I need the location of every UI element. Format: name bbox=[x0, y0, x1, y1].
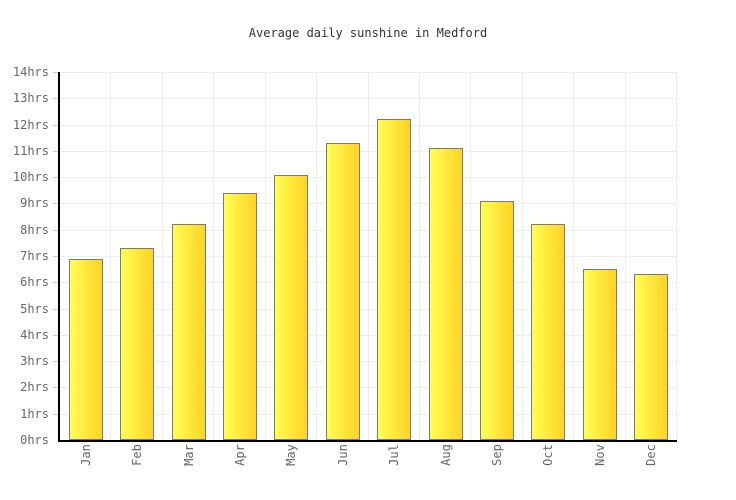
x-axis-line bbox=[58, 440, 677, 442]
y-axis-label-12hrs: 12hrs bbox=[12, 118, 49, 132]
v-gridline-7 bbox=[419, 72, 420, 440]
y-tick-9hrs bbox=[53, 203, 58, 204]
y-tick-6hrs bbox=[53, 282, 58, 283]
v-gridline-2 bbox=[162, 72, 163, 440]
v-gridline-3 bbox=[213, 72, 214, 440]
y-tick-1hrs bbox=[53, 414, 58, 415]
bar-oct bbox=[531, 224, 565, 440]
y-tick-2hrs bbox=[53, 387, 58, 388]
bar-nov bbox=[583, 269, 617, 440]
bar-feb bbox=[120, 248, 154, 440]
v-gridline-11 bbox=[625, 72, 626, 440]
y-tick-11hrs bbox=[53, 151, 58, 152]
x-axis-label-apr: Apr bbox=[233, 444, 247, 466]
y-axis-label-7hrs: 7hrs bbox=[20, 249, 49, 263]
v-gridline-5 bbox=[316, 72, 317, 440]
v-gridline-8 bbox=[470, 72, 471, 440]
x-axis-label-sep: Sep bbox=[490, 444, 504, 466]
y-tick-13hrs bbox=[53, 98, 58, 99]
bar-mar bbox=[172, 224, 206, 440]
y-axis-label-0hrs: 0hrs bbox=[20, 433, 49, 447]
v-gridline-1 bbox=[110, 72, 111, 440]
x-axis-label-jun: Jun bbox=[336, 444, 350, 466]
x-axis-label-oct: Oct bbox=[541, 444, 555, 466]
bar-sep bbox=[480, 201, 514, 440]
bar-dec bbox=[634, 274, 668, 440]
y-tick-10hrs bbox=[53, 177, 58, 178]
x-axis-label-feb: Feb bbox=[130, 444, 144, 466]
y-tick-12hrs bbox=[53, 125, 58, 126]
x-axis-label-jul: Jul bbox=[387, 444, 401, 466]
y-axis-label-14hrs: 14hrs bbox=[12, 65, 49, 79]
bar-apr bbox=[223, 193, 257, 440]
v-gridline-6 bbox=[368, 72, 369, 440]
y-axis-label-13hrs: 13hrs bbox=[12, 91, 49, 105]
y-tick-3hrs bbox=[53, 361, 58, 362]
v-gridline-9 bbox=[522, 72, 523, 440]
x-axis-label-nov: Nov bbox=[593, 444, 607, 466]
y-axis-label-11hrs: 11hrs bbox=[12, 144, 49, 158]
x-axis-label-aug: Aug bbox=[439, 444, 453, 466]
bar-jul bbox=[377, 119, 411, 440]
y-axis-label-4hrs: 4hrs bbox=[20, 328, 49, 342]
y-axis-label-10hrs: 10hrs bbox=[12, 170, 49, 184]
y-axis-label-3hrs: 3hrs bbox=[20, 354, 49, 368]
x-axis-label-jan: Jan bbox=[79, 444, 93, 466]
y-tick-5hrs bbox=[53, 309, 58, 310]
y-axis-label-9hrs: 9hrs bbox=[20, 196, 49, 210]
y-axis-label-2hrs: 2hrs bbox=[20, 380, 49, 394]
v-gridline-4 bbox=[265, 72, 266, 440]
y-axis-label-5hrs: 5hrs bbox=[20, 302, 49, 316]
bar-jun bbox=[326, 143, 360, 440]
y-tick-7hrs bbox=[53, 256, 58, 257]
v-gridline-12 bbox=[676, 72, 677, 440]
chart-title: Average daily sunshine in Medford bbox=[248, 26, 488, 40]
y-axis-line bbox=[58, 72, 60, 442]
x-axis-label-dec: Dec bbox=[644, 444, 658, 466]
y-axis-label-8hrs: 8hrs bbox=[20, 223, 49, 237]
y-axis-label-1hrs: 1hrs bbox=[20, 407, 49, 421]
y-tick-8hrs bbox=[53, 230, 58, 231]
y-tick-4hrs bbox=[53, 335, 58, 336]
y-tick-14hrs bbox=[53, 72, 58, 73]
x-axis-label-may: May bbox=[284, 444, 298, 466]
bar-jan bbox=[69, 259, 103, 440]
bar-aug bbox=[429, 148, 463, 440]
y-axis-label-6hrs: 6hrs bbox=[20, 275, 49, 289]
x-axis-label-mar: Mar bbox=[182, 444, 196, 466]
v-gridline-10 bbox=[573, 72, 574, 440]
bar-may bbox=[274, 175, 308, 440]
